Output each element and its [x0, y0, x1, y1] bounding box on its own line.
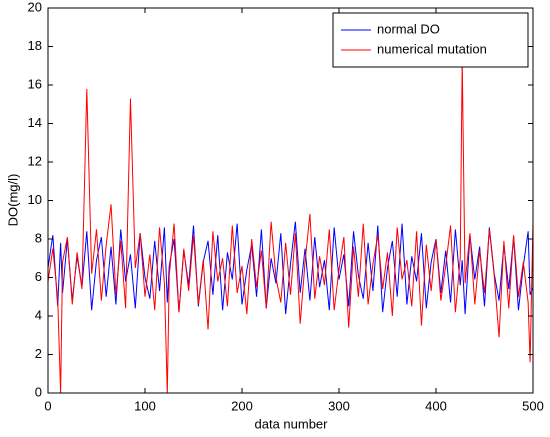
y-tick-label: 10	[28, 192, 42, 207]
y-tick-label: 12	[28, 153, 42, 168]
x-tick-label: 100	[134, 398, 156, 413]
legend-label: normal DO	[377, 21, 440, 36]
y-axis-label: DO(mg/l)	[5, 174, 20, 227]
y-tick-label: 6	[35, 269, 42, 284]
y-tick-label: 0	[35, 384, 42, 399]
legend-box	[332, 12, 529, 68]
y-tick-label: 20	[28, 0, 42, 14]
x-tick-label: 200	[231, 398, 253, 413]
y-tick-label: 14	[28, 115, 42, 130]
y-tick-label: 2	[35, 346, 42, 361]
y-tick-label: 18	[28, 38, 42, 53]
data-line	[47, 221, 534, 315]
data-line	[47, 59, 534, 394]
x-tick-label: 300	[328, 398, 350, 413]
legend: normal DO numerical mutation	[332, 12, 529, 68]
legend-label: numerical mutation	[377, 41, 487, 56]
x-tick-label: 0	[44, 398, 51, 413]
y-tick-label: 8	[35, 230, 42, 245]
x-axis-label: data number	[255, 416, 329, 431]
y-tick-label: 4	[35, 307, 42, 322]
x-tick-label: 500	[522, 398, 544, 413]
y-tick-label: 16	[28, 76, 42, 91]
x-tick-label: 400	[425, 398, 447, 413]
